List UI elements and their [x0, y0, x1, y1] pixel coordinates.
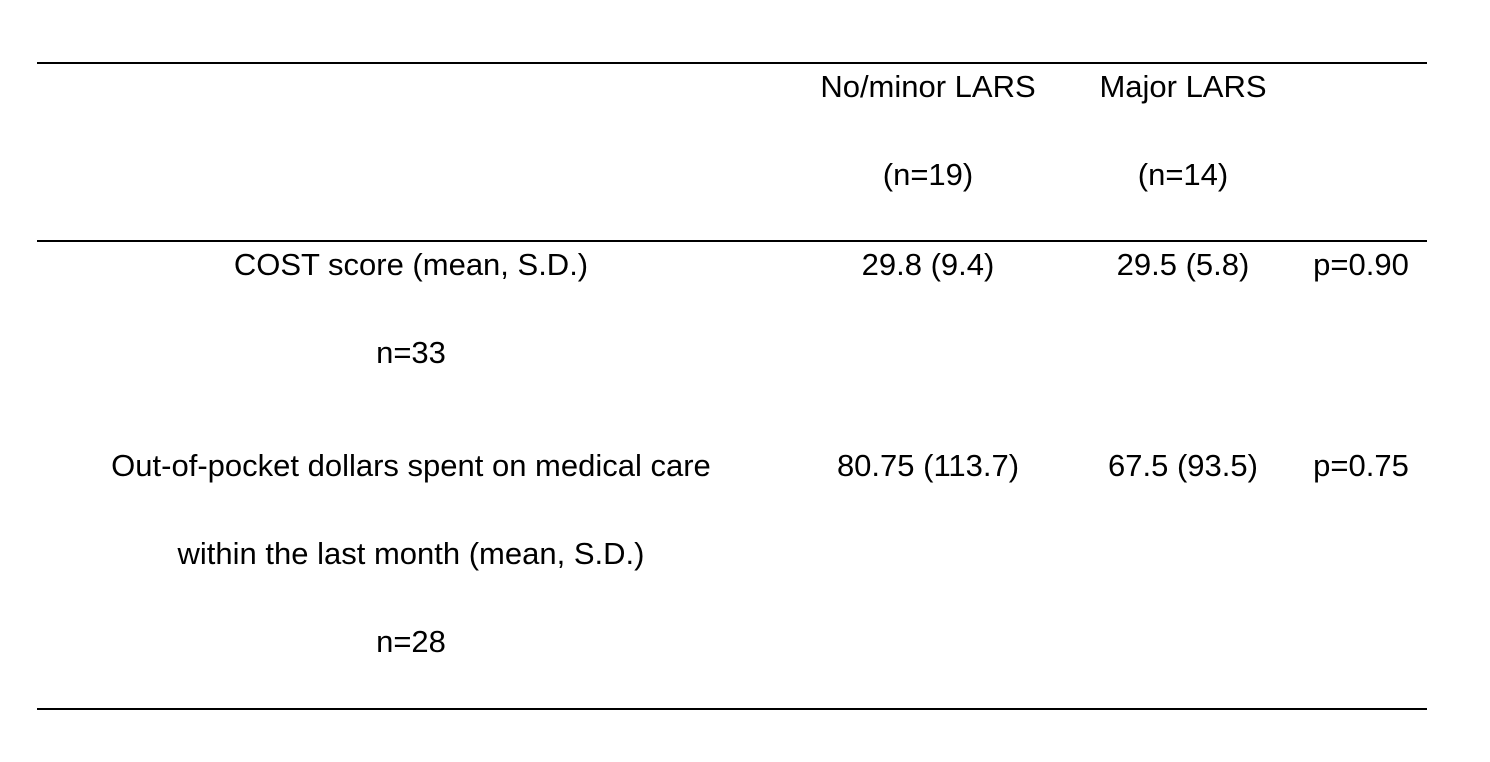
- row-out-of-pocket-label-line2: within the last month (mean, S.D.): [177, 536, 645, 571]
- row-cost-score-minor: 29.8 (9.4): [861, 247, 995, 282]
- row-cost-score-label: COST score (mean, S.D.): [233, 247, 589, 282]
- header-major-lars-n: (n=14): [1137, 157, 1229, 192]
- header-major-lars: Major LARS: [1099, 69, 1267, 104]
- table-bottom-rule: [37, 708, 1427, 710]
- row-cost-score-major: 29.5 (5.8): [1116, 247, 1250, 282]
- header-no-minor-lars: No/minor LARS: [820, 69, 1036, 104]
- row-out-of-pocket-major: 67.5 (93.5): [1108, 448, 1258, 483]
- row-cost-score-n: n=33: [376, 335, 446, 370]
- row-out-of-pocket-p: p=0.75: [1313, 448, 1409, 483]
- row-out-of-pocket-label-line1: Out-of-pocket dollars spent on medical c…: [111, 448, 711, 483]
- row-out-of-pocket-minor: 80.75 (113.7): [836, 448, 1020, 483]
- header-no-minor-lars-n: (n=19): [882, 157, 974, 192]
- table-top-rule: [37, 62, 1427, 64]
- row-out-of-pocket-n: n=28: [376, 624, 446, 659]
- table-header-rule: [37, 240, 1427, 242]
- row-cost-score-p: p=0.90: [1313, 247, 1409, 282]
